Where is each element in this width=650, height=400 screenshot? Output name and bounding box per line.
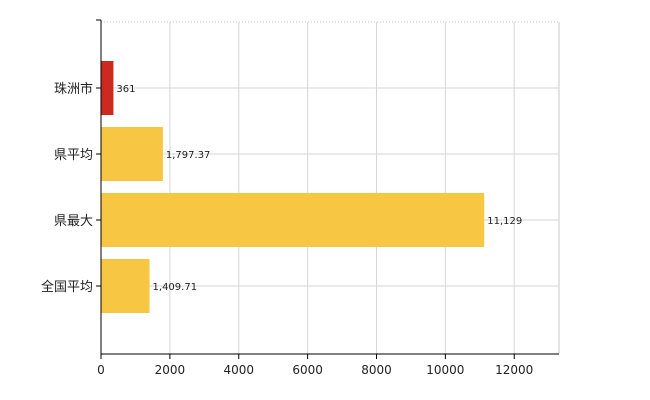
x-tick-label: 0 bbox=[97, 363, 105, 377]
data-label: 1,797.37 bbox=[166, 150, 211, 161]
x-tick-label: 2000 bbox=[155, 363, 186, 377]
y-tick-label: 県平均 bbox=[54, 148, 93, 163]
y-tick-label: 全国平均 bbox=[41, 279, 93, 295]
x-tick-label: 8000 bbox=[361, 363, 392, 377]
x-tick-label: 6000 bbox=[292, 363, 323, 377]
data-label: 361 bbox=[116, 84, 135, 95]
data-label: 11,129 bbox=[487, 216, 522, 227]
x-tick-label: 12000 bbox=[495, 363, 533, 377]
bar bbox=[101, 127, 163, 181]
labels-layer: 361 1,797.37 11,129 1,409.71 0 2000 4000 6000 80… bbox=[41, 81, 533, 377]
grid-layer bbox=[101, 21, 560, 354]
bar bbox=[101, 61, 114, 115]
data-label: 1,409.71 bbox=[153, 282, 198, 293]
bar bbox=[101, 193, 485, 247]
y-tick-label: 珠洲市 bbox=[54, 81, 93, 97]
y-tick-label: 県最大 bbox=[54, 214, 93, 229]
bar bbox=[101, 259, 150, 313]
bars-layer bbox=[101, 61, 485, 313]
axes-layer bbox=[96, 19, 559, 359]
x-tick-label: 4000 bbox=[223, 363, 254, 377]
x-tick-label: 10000 bbox=[426, 363, 464, 377]
